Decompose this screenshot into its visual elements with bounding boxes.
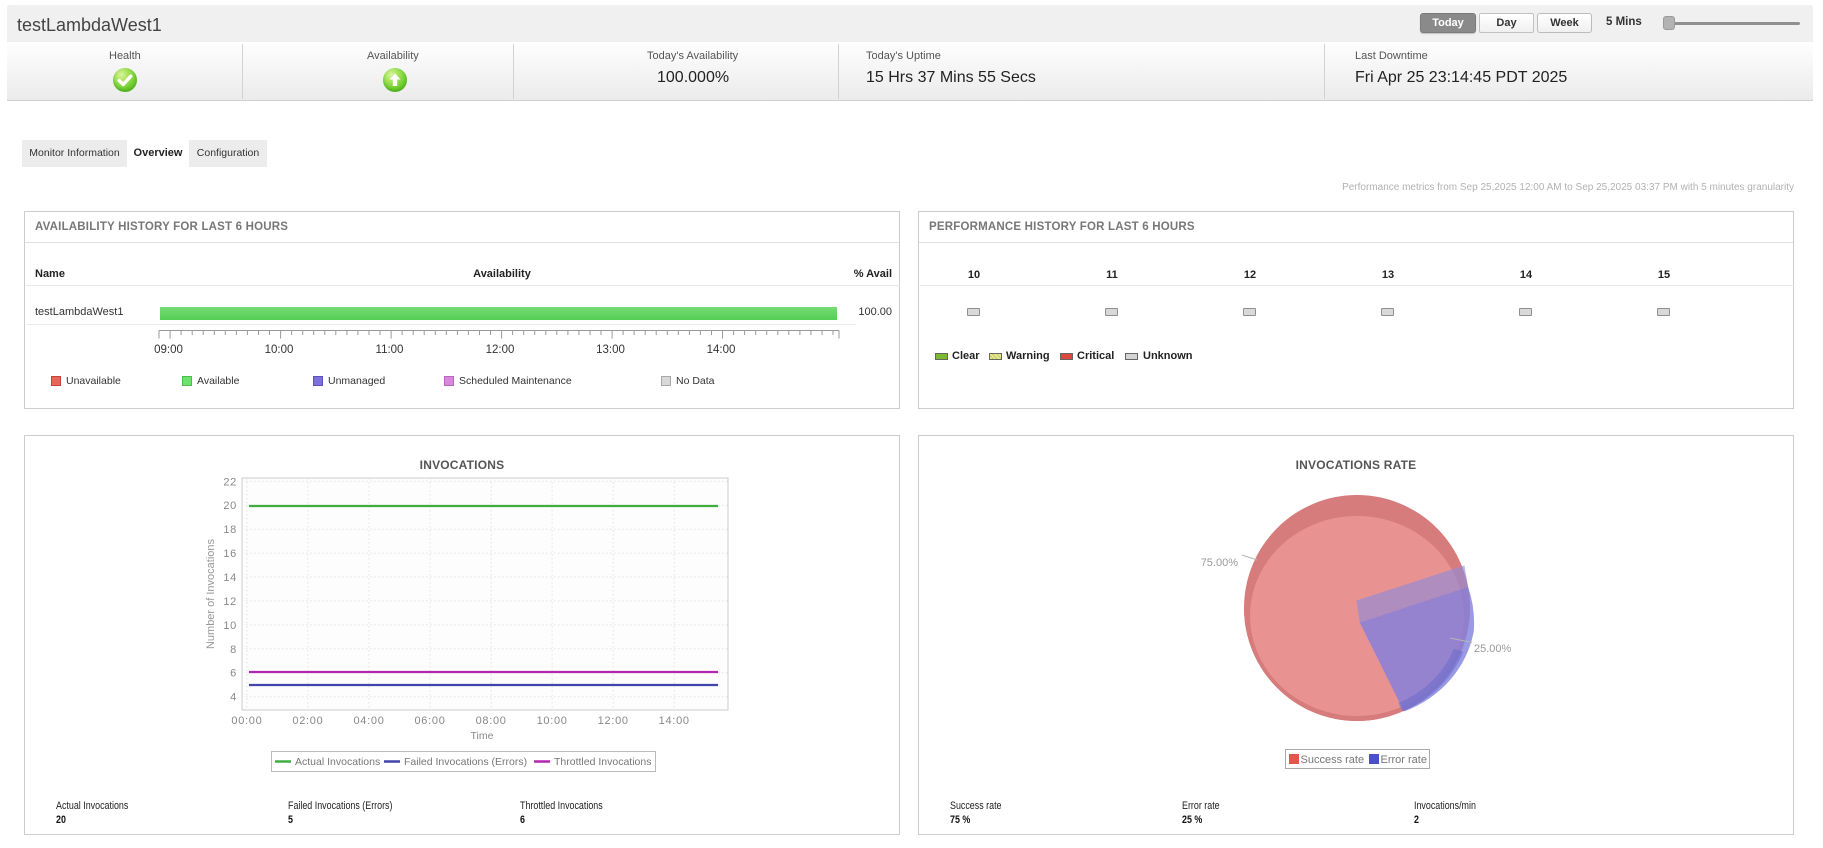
- svg-text:11:00: 11:00: [376, 344, 404, 356]
- svg-text:25.00%: 25.00%: [1474, 643, 1512, 655]
- svg-text:Throttled Invocations: Throttled Invocations: [554, 756, 651, 768]
- svg-text:Number of Invocations: Number of Invocations: [205, 538, 217, 649]
- svg-text:16: 16: [223, 548, 237, 560]
- svg-text:04:00: 04:00: [353, 715, 384, 727]
- svg-text:14:00: 14:00: [707, 344, 736, 356]
- svg-text:13:00: 13:00: [596, 344, 625, 356]
- svg-text:75.00%: 75.00%: [1201, 557, 1239, 569]
- svg-text:12: 12: [223, 596, 237, 608]
- svg-text:08:00: 08:00: [476, 715, 507, 727]
- svg-text:Time: Time: [471, 730, 494, 742]
- svg-text:Error rate: Error rate: [1381, 754, 1427, 766]
- svg-text:10: 10: [223, 620, 237, 632]
- svg-text:14:00: 14:00: [659, 715, 690, 727]
- svg-text:6: 6: [230, 668, 237, 680]
- svg-text:10:00: 10:00: [265, 344, 294, 356]
- svg-text:8: 8: [230, 644, 237, 656]
- svg-text:Success rate: Success rate: [1301, 754, 1365, 766]
- svg-text:09:00: 09:00: [154, 344, 183, 356]
- svg-text:Failed Invocations (Errors): Failed Invocations (Errors): [404, 756, 527, 768]
- svg-text:10:00: 10:00: [537, 715, 568, 727]
- svg-text:4: 4: [230, 692, 237, 704]
- svg-text:20: 20: [223, 500, 237, 512]
- svg-text:02:00: 02:00: [292, 715, 323, 727]
- svg-text:12:00: 12:00: [598, 715, 629, 727]
- svg-text:14: 14: [223, 572, 237, 584]
- svg-text:12:00: 12:00: [486, 344, 515, 356]
- svg-text:00:00: 00:00: [231, 715, 262, 727]
- svg-text:Actual Invocations: Actual Invocations: [295, 756, 380, 768]
- svg-text:06:00: 06:00: [414, 715, 445, 727]
- svg-text:22: 22: [223, 476, 237, 488]
- svg-text:18: 18: [223, 524, 237, 536]
